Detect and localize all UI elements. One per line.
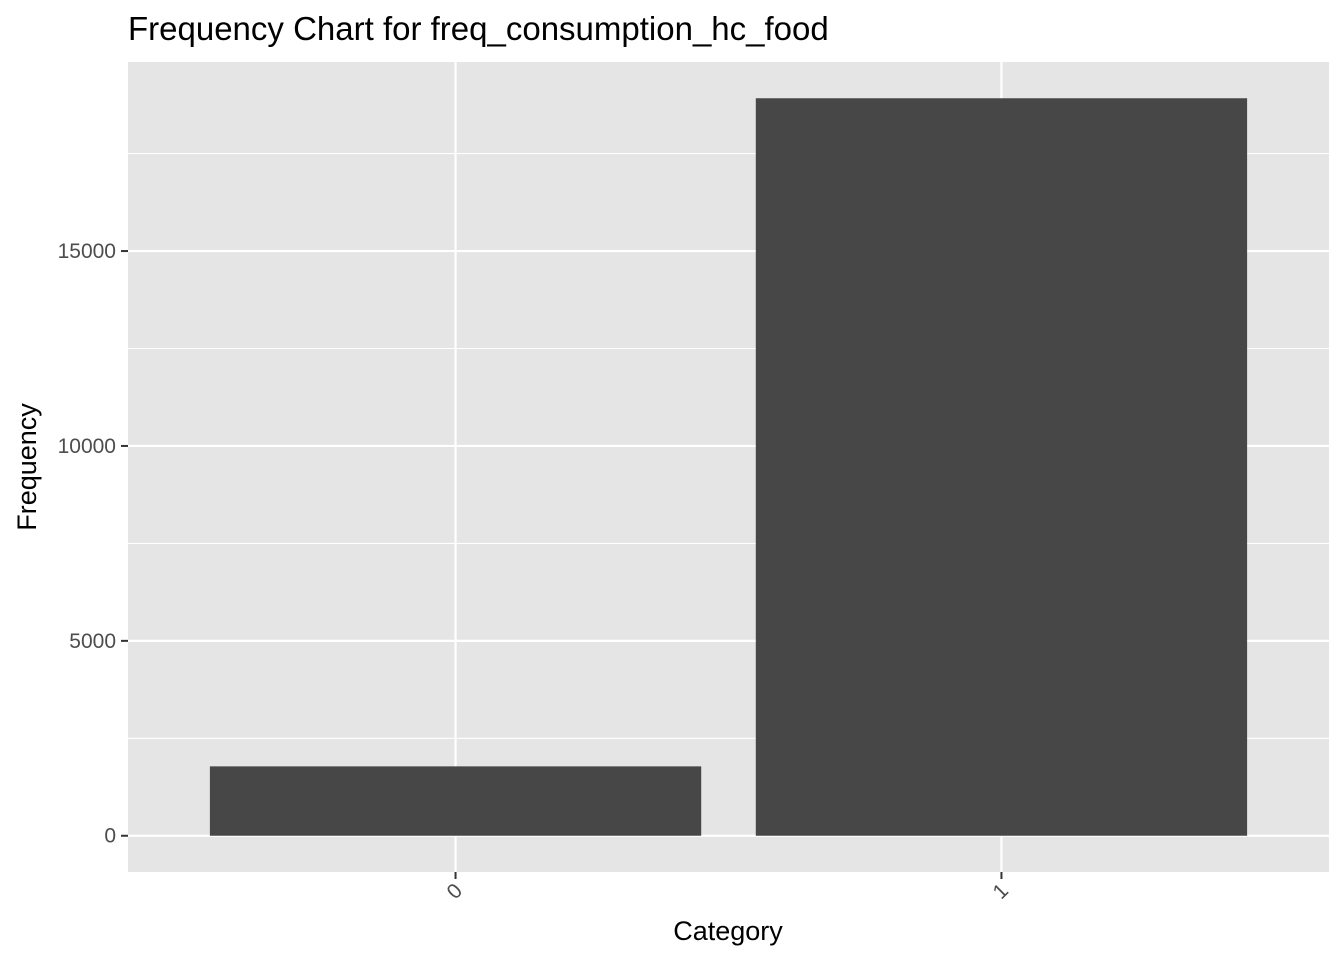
y-axis: 0 5000 10000 15000	[58, 240, 128, 848]
bars	[209, 98, 1248, 836]
x-axis-title: Category	[673, 916, 783, 946]
x-tick-label: 1	[988, 879, 1013, 904]
bar-0	[209, 766, 702, 836]
y-tick-label: 10000	[58, 435, 116, 458]
chart-title: Frequency Chart for freq_consumption_hc_…	[128, 10, 829, 47]
y-tick-label: 5000	[69, 630, 116, 653]
y-tick-label: 15000	[58, 240, 116, 263]
x-tick-label: 0	[443, 879, 468, 904]
y-axis-title: Frequency	[12, 403, 42, 531]
y-tick-label: 0	[104, 825, 116, 848]
bar-1	[755, 98, 1248, 836]
